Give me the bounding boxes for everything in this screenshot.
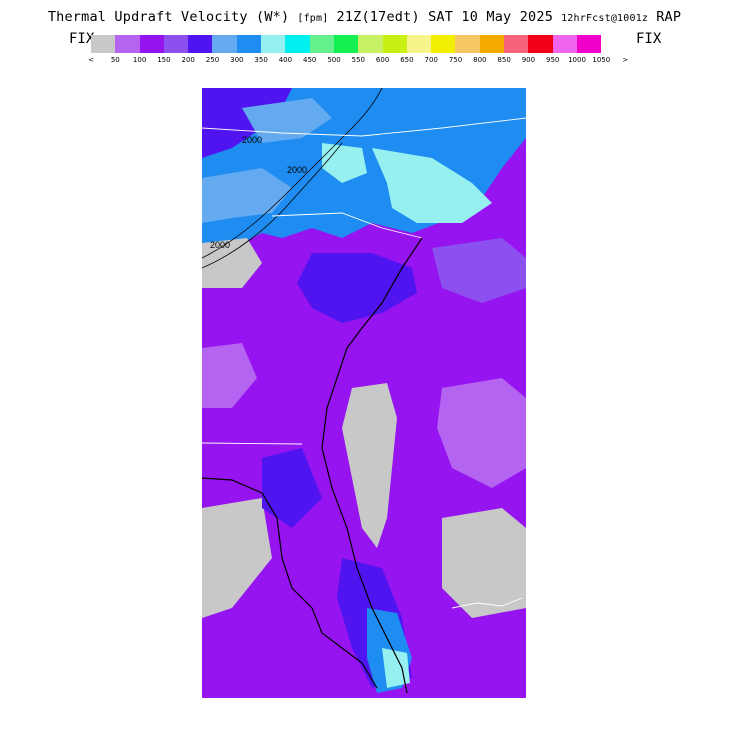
region-lavender-ocean-n: [432, 238, 526, 303]
tick-label: 800: [473, 56, 487, 64]
tick-label: 950: [546, 56, 560, 64]
tick-label: 50: [110, 56, 120, 64]
scale-swatch-5: [212, 35, 237, 53]
scale-swatch-6: [236, 35, 262, 53]
tick-label: 350: [254, 56, 268, 64]
state-border-nc-sc: [271, 212, 423, 239]
title-units: [fpm]: [297, 13, 329, 24]
scale-swatch-9: [309, 35, 334, 53]
contour-line-1: [202, 88, 383, 259]
title-main: Thermal Updraft Velocity (W*): [47, 9, 290, 25]
bahamas-outline: [451, 597, 523, 609]
scale-swatch-19: [552, 35, 577, 53]
tick-label: 450: [303, 56, 317, 64]
tick-label: 100: [132, 56, 147, 64]
scale-swatch-10: [333, 35, 359, 53]
scale-swatch-16: [479, 35, 505, 53]
tick-label: 900: [521, 56, 536, 64]
region-purple-ga: [202, 343, 257, 408]
contour-label-2: 2000: [287, 165, 307, 175]
region-cyan-fl-tip: [382, 648, 410, 688]
tick-label: 250: [205, 56, 220, 64]
state-border-va-nc: [202, 117, 526, 137]
tick-label: 700: [424, 56, 438, 64]
tick-label: 750: [448, 56, 463, 64]
title-model: RAP: [656, 9, 682, 25]
contour-label-3: 2000: [242, 135, 262, 145]
scale-swatch-4: [188, 35, 213, 53]
scale-swatch-20: [576, 35, 602, 53]
tick-under: <: [88, 56, 94, 64]
region-darkblue-sc: [297, 253, 417, 323]
contour-label-1: 2000: [210, 240, 230, 250]
tick-label: 150: [157, 56, 171, 64]
tick-label: 300: [230, 56, 244, 64]
region-purple-ocean-e: [437, 378, 526, 488]
tick-label: 550: [351, 56, 365, 64]
chart-title: Thermal Updraft Velocity (W*) [fpm] 21Z(…: [0, 9, 729, 25]
contour-line-2: [202, 142, 343, 269]
scale-swatch-2: [139, 35, 164, 53]
color-scale-ticks: <50 100 150 200 250 300 350 400 450 500 550 600 650 7…: [84, 56, 644, 66]
scale-swatch-1: [115, 35, 140, 53]
tick-label: 1050: [592, 56, 611, 64]
coastline-gulf: [202, 477, 378, 689]
scale-swatch-8: [285, 35, 310, 53]
tick-label: 500: [327, 56, 341, 64]
scale-swatch-0: [91, 35, 116, 53]
state-border-ga-fl: [202, 442, 303, 445]
scale-swatch-15: [455, 35, 480, 53]
scale-swatch-7: [261, 35, 286, 53]
coastline-east: [321, 237, 423, 694]
region-gray-gulf: [202, 498, 272, 618]
tick-label: 600: [375, 56, 390, 64]
scale-swatch-12: [382, 35, 407, 53]
tick-over: >: [622, 56, 629, 64]
tick-label: 200: [181, 56, 195, 64]
tick-label: 1000: [568, 56, 586, 64]
color-scale: [91, 35, 602, 53]
title-forecast: 12hrFcst@1001z: [561, 13, 649, 24]
region-gray-al: [202, 238, 262, 288]
fix-label-right: FIX: [636, 31, 662, 47]
tick-label: 850: [497, 56, 511, 64]
region-gray-offshore: [342, 383, 397, 548]
scale-swatch-18: [528, 35, 553, 53]
tick-label: 400: [278, 56, 293, 64]
scale-swatch-17: [504, 35, 529, 53]
region-darkblue-fl-n: [262, 448, 322, 528]
region-gray-ocean-se: [442, 508, 526, 618]
scale-swatch-13: [406, 35, 432, 53]
fix-label-left: FIX: [69, 31, 95, 47]
title-valid-time: 21Z(17edt) SAT 10 May 2025: [336, 9, 554, 25]
wstar-map: 2000 2000 2000: [202, 88, 526, 698]
region-cyan-nc: [372, 148, 492, 223]
scale-swatch-11: [358, 35, 383, 53]
map-panel: 2000 2000 2000: [202, 88, 526, 698]
tick-label: 650: [400, 56, 414, 64]
scale-swatch-14: [431, 35, 456, 53]
region-cyan-va: [322, 143, 367, 183]
scale-swatch-3: [163, 35, 189, 53]
